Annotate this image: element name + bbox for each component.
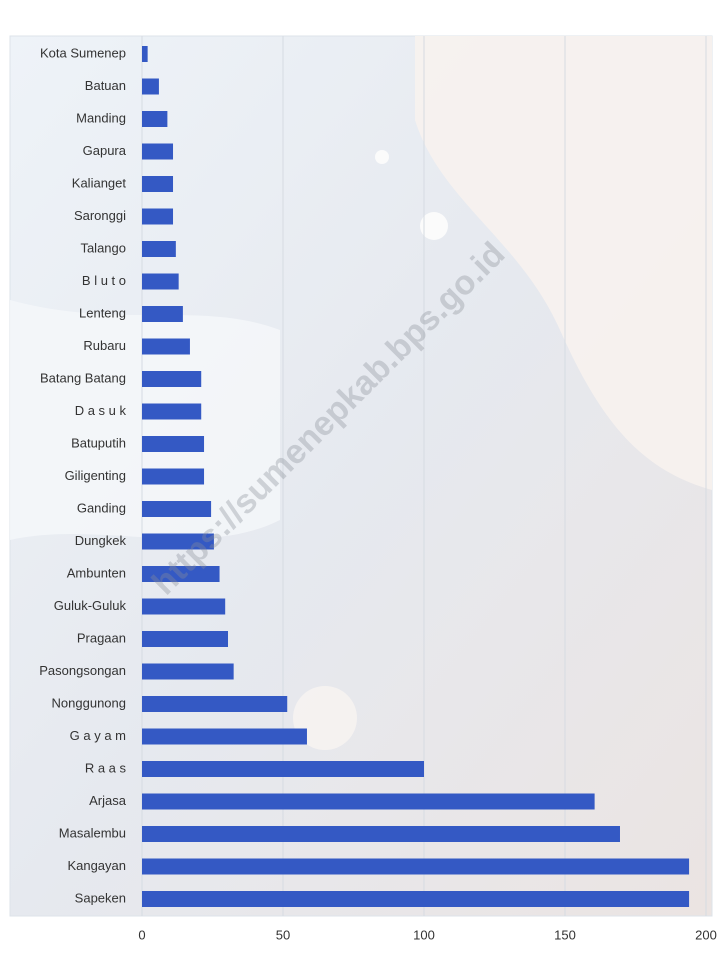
y-tick-label: Manding	[76, 110, 126, 125]
y-tick-label: B l u t o	[82, 273, 126, 288]
bar	[142, 404, 201, 420]
y-tick-label: Kalianget	[72, 175, 127, 190]
bar	[142, 176, 173, 192]
bar	[142, 729, 307, 745]
y-tick-label: D a s u k	[75, 403, 127, 418]
y-tick-label: Rubaru	[83, 338, 126, 353]
bar	[142, 469, 204, 485]
bar	[142, 306, 183, 322]
bar	[142, 241, 176, 257]
bar	[142, 891, 689, 907]
y-tick-label: Sapeken	[75, 890, 126, 905]
x-tick-label: 100	[413, 927, 435, 942]
y-tick-label: Nonggunong	[52, 695, 126, 710]
y-tick-label: Batuputih	[71, 435, 126, 450]
y-tick-label: Pragaan	[77, 630, 126, 645]
bar	[142, 274, 179, 290]
y-tick-label: Lenteng	[79, 305, 126, 320]
bar	[142, 79, 159, 95]
y-tick-label: Batuan	[85, 78, 126, 93]
y-tick-label: Kangayan	[67, 858, 126, 873]
bar	[142, 209, 173, 225]
y-tick-label: Batang Batang	[40, 370, 126, 385]
bar	[142, 794, 595, 810]
bar	[142, 46, 148, 62]
bar	[142, 144, 173, 160]
y-tick-label: Giligenting	[65, 468, 126, 483]
y-tick-label: Masalembu	[59, 825, 126, 840]
chart: 0 50 100 150 200 Kota Sumenep Batuan Manding Gap…	[0, 0, 723, 963]
y-tick-label: Saronggi	[74, 208, 126, 223]
bar	[142, 631, 228, 647]
x-tick-label: 0	[138, 927, 145, 942]
y-tick-label: Ganding	[77, 500, 126, 515]
y-tick-label: Dungkek	[75, 533, 127, 548]
y-tick-label: Arjasa	[89, 793, 127, 808]
y-tick-label: R a a s	[85, 760, 127, 775]
x-tick-label: 50	[276, 927, 290, 942]
bar	[142, 761, 424, 777]
y-tick-label: Ambunten	[67, 565, 126, 580]
y-tick-label: G a y a m	[70, 728, 126, 743]
bar	[142, 696, 287, 712]
x-tick-label: 150	[554, 927, 576, 942]
bar	[142, 436, 204, 452]
y-tick-label: Pasongsongan	[39, 663, 126, 678]
bar	[142, 111, 167, 127]
y-tick-label: Gapura	[83, 143, 127, 158]
bar	[142, 339, 190, 355]
decor-circle	[375, 150, 389, 164]
x-tick-label: 200	[695, 927, 717, 942]
bar	[142, 826, 620, 842]
bar	[142, 371, 201, 387]
bar	[142, 859, 689, 875]
bar	[142, 501, 211, 517]
y-tick-label: Talango	[80, 240, 126, 255]
y-tick-label: Guluk-Guluk	[54, 598, 127, 613]
y-tick-label: Kota Sumenep	[40, 45, 126, 60]
bar	[142, 599, 225, 615]
bar	[142, 664, 234, 680]
